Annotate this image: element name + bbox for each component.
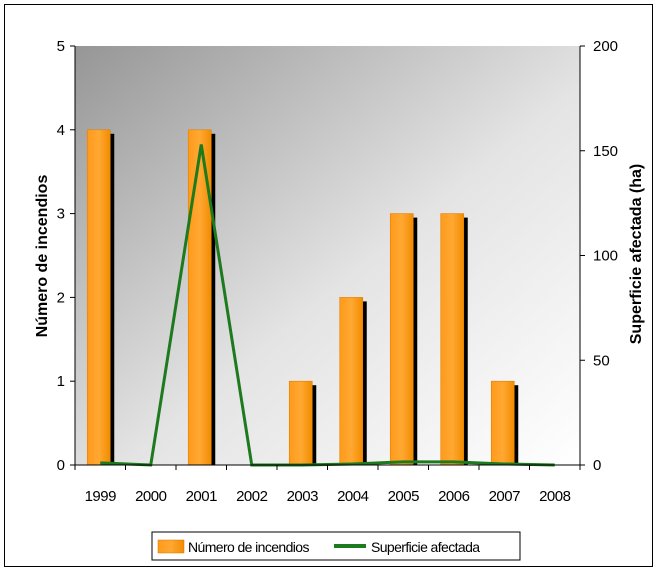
legend: Número de incendios Superficie afectada xyxy=(151,531,521,561)
x-tick-label: 2003 xyxy=(287,488,319,505)
y2-tick-label: 200 xyxy=(593,38,618,55)
line-layer xyxy=(100,144,555,467)
y2-axis-title: Superficie afectada (ha) xyxy=(628,164,645,345)
bars xyxy=(86,129,515,466)
x-tick-label: 2000 xyxy=(135,488,167,505)
x-tick-label: 2006 xyxy=(438,488,470,505)
y2-tick-label: 0 xyxy=(593,457,601,474)
legend-box xyxy=(151,531,521,561)
bar-2007 xyxy=(490,380,515,466)
y2-tick-label: 100 xyxy=(593,248,618,265)
x-tick-label: 2005 xyxy=(388,488,420,505)
bar-2003 xyxy=(288,380,313,466)
y-tick-label: 0 xyxy=(57,457,65,474)
y-tick-label: 1 xyxy=(57,373,65,390)
x-tick-label: 2004 xyxy=(337,488,369,505)
y-tick-label: 5 xyxy=(57,38,65,55)
y2-tick-label: 50 xyxy=(593,352,610,369)
x-tick-label: 2008 xyxy=(539,488,571,505)
x-tick-label: 2001 xyxy=(186,488,218,505)
bar-2006 xyxy=(440,213,465,466)
y-ticks: 0 1 2 3 4 5 xyxy=(57,38,75,474)
x-tick-label: 2002 xyxy=(236,488,268,505)
y2-ticks: 0 50 100 150 200 xyxy=(580,38,618,474)
x-tick-label: 1999 xyxy=(85,488,117,505)
x-ticks: 1999 2000 2001 2002 2003 2004 2005 2006 2007 2008 xyxy=(74,465,581,505)
y-tick-label: 4 xyxy=(57,122,65,139)
y-tick-label: 2 xyxy=(57,289,65,306)
y-tick-label: 3 xyxy=(57,206,65,223)
y2-tick-label: 150 xyxy=(593,143,618,160)
bar-2005 xyxy=(389,213,414,466)
bar-1999 xyxy=(86,129,111,466)
x-tick-label: 2007 xyxy=(489,488,521,505)
legend-swatch-bars xyxy=(157,539,185,554)
series-line-superficie xyxy=(100,144,555,467)
legend-label-bars: Número de incendios xyxy=(188,539,309,555)
bar-2004 xyxy=(339,297,364,466)
legend-label-line: Superficie afectada xyxy=(371,539,480,555)
y-axis-title: Número de incendios xyxy=(34,175,51,338)
